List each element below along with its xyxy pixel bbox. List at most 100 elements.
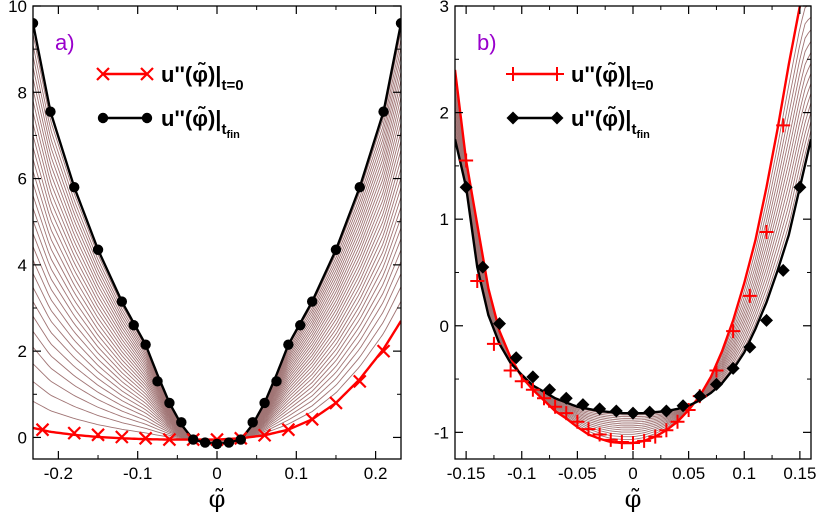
y-tick-label: 2 <box>18 342 27 361</box>
final-data-point <box>776 263 790 277</box>
legend-marker <box>141 112 153 124</box>
final-data-point <box>259 397 270 409</box>
initial-data-point <box>592 427 607 442</box>
final-data-point <box>330 244 342 255</box>
initial-data-point <box>257 428 272 443</box>
y-tick-label: 3 <box>440 0 449 16</box>
initial-data-point <box>559 406 574 421</box>
flow-curve <box>455 121 811 418</box>
final-data-point <box>188 434 199 445</box>
legend-label: u''(φ̃)|tfin <box>161 106 240 141</box>
legend-marker <box>550 67 564 81</box>
legend-marker <box>97 112 109 124</box>
initial-data-point <box>525 382 540 397</box>
final-data-point <box>493 317 506 331</box>
initial-data-point <box>352 374 367 389</box>
y-tick-label: 8 <box>18 83 27 102</box>
y-tick-label: 4 <box>18 256 27 275</box>
final-data-point <box>676 399 690 413</box>
panel-b: -0.15 -0.1 -0.05 0 0.05 0.1 0.15 -1 0 1 2 3 φ̃ b) u''(… <box>434 0 817 513</box>
final-data-point <box>378 106 389 117</box>
initial-data-point <box>162 432 177 447</box>
initial-data-point <box>514 374 529 389</box>
x-tick-label: 0.05 <box>672 464 705 483</box>
x-tick-label: -0.1 <box>507 464 536 483</box>
final-data-point <box>395 18 401 29</box>
flow-curve <box>33 286 401 441</box>
final-data-point <box>271 376 282 387</box>
flow-curve <box>33 140 401 443</box>
initial-data-point <box>709 363 724 378</box>
initial-data-point <box>570 414 585 429</box>
final-data-point <box>128 320 139 331</box>
final-data-point <box>593 402 607 416</box>
initial-curve <box>455 6 802 445</box>
final-data-point <box>45 106 56 117</box>
flow-curve <box>33 273 401 441</box>
legend-marker <box>506 111 520 125</box>
initial-data-point <box>503 363 518 378</box>
y-tick-label: 0 <box>18 428 27 447</box>
x-tick-label: -0.15 <box>447 464 486 483</box>
final-data-point <box>709 377 723 391</box>
final-data-point <box>152 376 163 387</box>
x-tick-label: 0.2 <box>364 464 388 483</box>
initial-data-point <box>459 153 474 168</box>
flow-curve <box>33 149 401 443</box>
final-data-point <box>33 18 39 29</box>
initial-data-point <box>35 422 50 437</box>
y-tick-label: 2 <box>440 104 449 123</box>
final-data-point <box>235 434 246 445</box>
legend-entry: u''(φ̃)|tfin <box>97 106 240 141</box>
initial-data-point <box>648 429 663 444</box>
final-data-point <box>793 180 807 194</box>
x-tick-label: -0.05 <box>558 464 597 483</box>
initial-data-point <box>776 118 791 133</box>
panel-label: a) <box>55 30 75 55</box>
initial-data-point <box>614 434 629 449</box>
x-axis-label: φ̃ <box>625 485 642 513</box>
initial-data-point <box>91 428 105 442</box>
legend-marker <box>96 67 110 81</box>
final-data-point <box>354 182 365 193</box>
final-data-point <box>295 320 306 331</box>
flow-curve <box>33 131 401 443</box>
initial-data-point <box>138 431 153 446</box>
final-data-point <box>116 296 128 307</box>
initial-data-point <box>329 396 343 410</box>
final-data-point <box>199 437 211 448</box>
flow-curve <box>455 102 811 421</box>
final-data-point <box>559 391 573 405</box>
initial-data-point <box>486 336 501 351</box>
x-tick-label: 0.1 <box>284 464 308 483</box>
final-data-point <box>643 405 657 419</box>
final-data-point <box>476 260 490 274</box>
final-data-point <box>693 389 707 403</box>
y-tick-label: 10 <box>8 0 27 16</box>
final-data-point <box>526 370 540 384</box>
initial-data-point <box>742 288 757 303</box>
legend-entry: u''(φ̃)|t=0 <box>96 62 244 94</box>
panel-a: -0.2 -0.1 0 0.1 0.2 0 2 4 6 8 10 φ̃ a) u''(φ̃)|t=0 u''… <box>8 0 402 513</box>
final-data-point <box>140 339 151 350</box>
y-tick-label: 1 <box>440 210 449 229</box>
legend-marker <box>140 67 154 81</box>
x-tick-label: -0.2 <box>44 464 73 483</box>
initial-data-point <box>581 422 596 437</box>
final-data-point <box>211 438 223 450</box>
final-data-point <box>626 406 640 420</box>
initial-data-point <box>603 432 618 447</box>
x-tick-label: -0.1 <box>123 464 152 483</box>
flow-curve <box>455 6 808 440</box>
legend-entry: u''(φ̃)|tfin <box>506 106 650 141</box>
legend-label: u''(φ̃)|t=0 <box>161 62 244 94</box>
initial-data-point <box>115 430 129 444</box>
y-tick-label: 6 <box>18 170 27 189</box>
legend-label: u''(φ̃)|t=0 <box>571 62 654 94</box>
panel-label: b) <box>477 30 497 55</box>
final-data-point <box>509 351 523 365</box>
plot-area <box>455 6 811 451</box>
initial-data-point <box>281 422 296 437</box>
initial-data-point <box>659 423 674 438</box>
final-data-point <box>92 244 104 255</box>
